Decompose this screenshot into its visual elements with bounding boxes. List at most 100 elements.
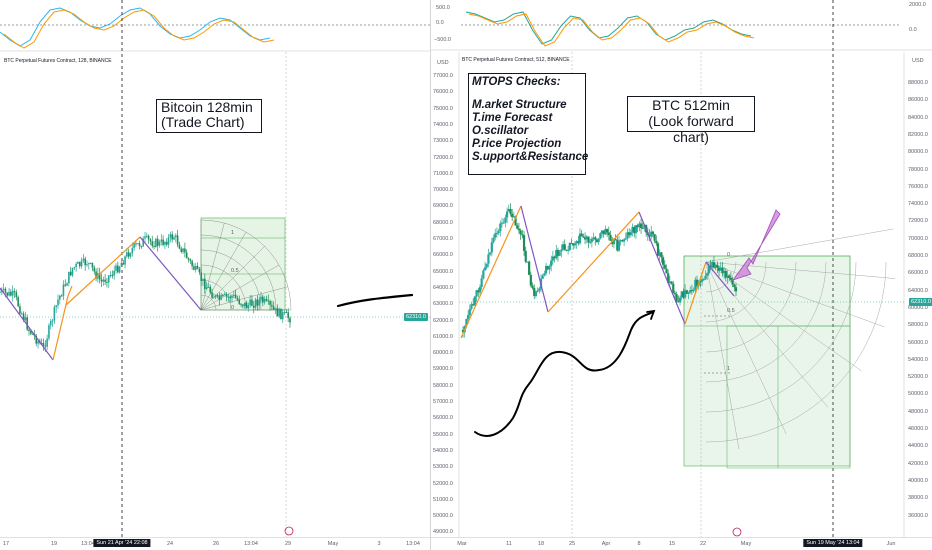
fib-arc (705, 261, 737, 293)
candle (550, 260, 553, 267)
candle (46, 338, 48, 347)
candle (667, 273, 670, 283)
candle (158, 241, 161, 246)
y-tick: 76000.0 (433, 89, 453, 96)
y-tick: 49000.0 (433, 529, 453, 536)
candle (634, 225, 638, 234)
candle (113, 270, 115, 276)
y-tick: 53000.0 (433, 464, 453, 471)
candle (487, 254, 490, 264)
candle (191, 260, 193, 267)
candle (171, 234, 173, 240)
candle (504, 217, 507, 223)
candle (227, 296, 230, 298)
x-tick: 18 (537, 541, 545, 547)
current-price-tag: 62310.0 (404, 313, 428, 321)
candle (160, 239, 163, 242)
y-tick: 46000.0 (908, 426, 928, 432)
candle (115, 265, 117, 271)
candle (17, 297, 19, 307)
candle (84, 258, 86, 266)
chart-panel-128[interactable]: BTC Perpetual Futures Contract, 128, BIN… (0, 0, 431, 550)
candle (609, 234, 612, 241)
candle (575, 241, 578, 244)
candle (663, 264, 666, 269)
chart-panel-512[interactable]: 500.0 0.0 −500.0 2000.0 0.0 BTC Perpetua… (431, 0, 932, 550)
y-tick: 67000.0 (433, 236, 453, 242)
candle (140, 246, 143, 248)
fib-label: 0.5 (727, 308, 735, 314)
y-tick: 82000.0 (908, 131, 928, 138)
y-tick: 80000.0 (908, 149, 928, 156)
fib-fan (200, 264, 280, 311)
candle (146, 235, 148, 237)
candle (15, 292, 18, 298)
candle (489, 252, 492, 255)
candle (650, 231, 653, 237)
candle (731, 279, 734, 285)
candle (514, 216, 517, 226)
candle (466, 315, 470, 319)
candle (0, 291, 1, 293)
time-axis[interactable]: Mar 11 18 25 Apr 8 15 22 May Sun 19 May … (431, 537, 932, 550)
candle (176, 235, 179, 245)
candle (612, 239, 616, 245)
candle (269, 301, 271, 305)
candle (13, 291, 16, 293)
candle (28, 329, 30, 332)
candle (276, 308, 279, 317)
candle (702, 279, 705, 281)
fib-arc (705, 261, 887, 443)
candle (509, 208, 512, 214)
x-tick: 13:04 (406, 541, 420, 547)
candle (599, 233, 602, 239)
candle (505, 211, 509, 218)
x-tick: 3 (377, 541, 381, 547)
candle (577, 241, 580, 244)
candle (289, 317, 291, 323)
candle (533, 287, 536, 297)
candle (180, 248, 183, 252)
candle (699, 281, 702, 283)
candle (461, 330, 465, 333)
candle (614, 239, 617, 241)
candle (507, 208, 510, 212)
pink-arrow (731, 209, 781, 281)
candle (517, 228, 521, 231)
candle (690, 290, 694, 292)
candle (71, 267, 74, 276)
candle (35, 335, 38, 344)
candle (580, 233, 583, 237)
market-structure-up (684, 261, 707, 325)
chart-canvas-128[interactable] (0, 0, 430, 550)
candle (4, 288, 7, 293)
currency-label: USD (437, 60, 449, 66)
fib-arc (705, 261, 857, 413)
candle (77, 262, 79, 264)
candle (531, 285, 534, 288)
fib-fan (705, 228, 894, 263)
candle (585, 236, 588, 240)
mtops-item: M.arket Structure (472, 99, 567, 111)
candle (153, 245, 155, 247)
candle (149, 239, 152, 242)
candle (64, 284, 67, 286)
chart-canvas-512[interactable] (431, 0, 932, 550)
market-structure-down (520, 205, 549, 313)
y-tick: 68000.0 (433, 219, 453, 226)
market-structure-up (547, 211, 640, 313)
y-tick: 78000.0 (908, 166, 928, 173)
candle (126, 252, 128, 257)
candle (678, 297, 682, 303)
candle (680, 291, 683, 298)
fib-arc (705, 261, 767, 323)
y-tick: 42000.0 (908, 460, 928, 467)
candle (207, 286, 210, 288)
candle (37, 341, 39, 344)
candle (717, 267, 721, 271)
time-axis[interactable]: 17 19 13:04 Sun 21 Apr '24 22:08 24 26 1… (0, 537, 430, 550)
candle (543, 273, 546, 276)
candle (482, 270, 485, 279)
market-structure-down (638, 211, 686, 325)
candle (567, 249, 570, 251)
